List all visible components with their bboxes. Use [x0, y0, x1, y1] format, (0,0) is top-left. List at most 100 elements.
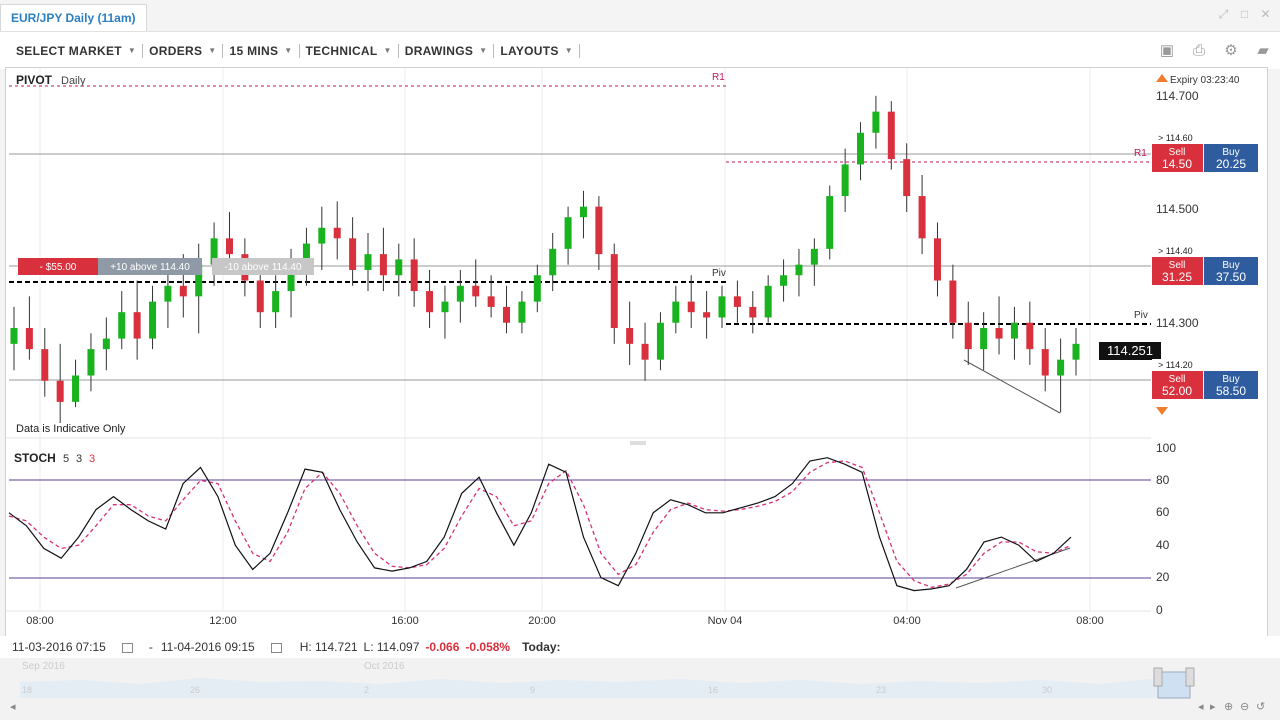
svg-text:Buy: Buy — [1222, 260, 1239, 271]
candle-down — [349, 238, 357, 270]
chart-toolbar: SELECT MARKET ▼ ORDERS ▼ 15 MINS ▼ TECHNICA… — [0, 31, 1280, 69]
menu-orders[interactable]: ORDERS ▼ — [143, 32, 222, 70]
toolbar-icons: ▣ ⎙ ⚙ ▰ — [1158, 42, 1272, 60]
time-tick: 04:00 — [893, 615, 921, 627]
range-change-pct: -0.058% — [465, 640, 511, 654]
candle-down — [426, 291, 434, 313]
chevron-down-icon: ▼ — [479, 46, 488, 55]
sell-button — [1152, 371, 1203, 399]
candle-up — [302, 243, 310, 265]
candle-down — [887, 111, 895, 160]
candle-up — [841, 164, 849, 197]
candle-down — [626, 328, 634, 344]
navigator-window — [1157, 671, 1191, 699]
gear-icon[interactable]: ⚙ — [1224, 42, 1238, 59]
window-title-tab[interactable]: EUR/JPY Daily (11am) — [0, 4, 147, 31]
menu-label: ORDERS — [149, 43, 203, 58]
candle-up — [857, 132, 865, 165]
stoch-k-line — [8, 457, 1072, 592]
date-range-bar: 11-03-2016 07:15 - 11-04-2016 09:15 H: 1… — [0, 636, 1280, 658]
candle-up — [287, 264, 295, 292]
time-tick: 08:00 — [1076, 615, 1104, 627]
comment-icon[interactable]: ▰ — [1257, 42, 1269, 59]
buy-button — [1204, 257, 1258, 285]
stoch-panel: STOCH 5 3 3 100 80 60 40 20 0 — [8, 441, 1176, 617]
svg-text:37.50: 37.50 — [1216, 270, 1246, 284]
candle-up — [118, 312, 126, 339]
candle-down — [733, 296, 741, 307]
range-to[interactable]: 11-04-2016 09:15 — [160, 640, 255, 654]
svg-text:Buy: Buy — [1222, 147, 1239, 158]
buy-button — [1204, 144, 1258, 172]
stoch-tick: 60 — [1156, 505, 1170, 519]
candle-down — [472, 285, 480, 297]
price-tick: 114.500 — [1156, 202, 1199, 216]
candle-down — [687, 301, 695, 313]
calendar-icon[interactable] — [270, 643, 282, 653]
print-icon[interactable]: ⎙ — [1192, 42, 1205, 59]
chevron-down-icon: ▼ — [127, 46, 137, 55]
price-axis: 114.700 114.500 114.300 Expiry 03:23:40 … — [1099, 74, 1240, 415]
close-icon[interactable]: ✕ — [1260, 7, 1271, 21]
menu-drawings[interactable]: DRAWINGS ▼ — [399, 32, 494, 70]
candle-up — [1010, 322, 1018, 339]
scroll-left-icon: ◂ — [1198, 701, 1204, 713]
resize-handle[interactable] — [630, 441, 646, 445]
candle-up — [872, 111, 880, 133]
candle-up — [87, 349, 95, 376]
indicator-period: Daily — [61, 75, 86, 87]
expand-icon[interactable]: ⤢ — [1218, 7, 1229, 21]
candle-up — [672, 301, 680, 323]
maximize-icon[interactable]: □ — [1240, 7, 1249, 21]
candle-up — [210, 238, 218, 265]
position-marker[interactable]: - $55.00 +10 above 114.40 -10 above 114.… — [18, 258, 314, 275]
r1-label: R1 — [712, 72, 725, 83]
menu-layouts[interactable]: LAYOUTS ▼ — [494, 32, 579, 70]
svg-text:Sell: Sell — [1169, 374, 1186, 385]
pivot-label: Piv — [712, 268, 726, 279]
window-title: EUR/JPY Daily (11am) — [11, 11, 136, 25]
stoch-param: 3 — [89, 453, 95, 465]
navigator-handle-left — [1153, 667, 1163, 687]
candle-up — [318, 227, 326, 244]
menu-label: DRAWINGS — [404, 43, 474, 58]
stoch-label: STOCH — [14, 451, 56, 465]
candle-up — [272, 291, 280, 313]
chart-navigator[interactable]: Sep 2016 Oct 2016 18 26 2 9 16 23 30 ◂ ▸… — [0, 658, 1280, 720]
chevron-down-icon: ▼ — [383, 46, 392, 55]
navigator-day: 18 — [22, 685, 32, 695]
trendline-drawing[interactable] — [963, 359, 1061, 414]
zoom-in-icon: ⊕ — [1224, 701, 1233, 713]
time-tick: 20:00 — [528, 615, 556, 627]
svg-text:Buy: Buy — [1222, 374, 1239, 385]
divider — [298, 43, 300, 58]
candle-up — [718, 296, 726, 318]
chart-panel[interactable]: R1 R1 Piv Piv PIVOT Daily Data is Indica… — [5, 67, 1268, 657]
time-axis: 08:00 12:00 16:00 20:00 Nov 04 04:00 08:… — [6, 610, 1151, 627]
menu-timeframe[interactable]: 15 MINS ▼ — [223, 32, 298, 70]
menu-technical[interactable]: TECHNICAL ▼ — [300, 32, 398, 70]
image-icon[interactable]: ▣ — [1159, 42, 1175, 59]
navigator-day: 26 — [190, 685, 200, 695]
sell-button — [1152, 144, 1203, 172]
menu-select-market[interactable]: SELECT MARKET ▼ — [10, 32, 142, 70]
price-tick: 114.700 — [1156, 89, 1199, 103]
stoch-tick: 0 — [1156, 603, 1163, 617]
calendar-icon[interactable] — [121, 643, 133, 653]
range-low: L: 114.097 — [363, 640, 420, 654]
svg-text:52.00: 52.00 — [1162, 384, 1192, 398]
expiry-timer: Expiry 03:23:40 — [1170, 75, 1240, 86]
candle-down — [933, 238, 941, 281]
window-controls: ⤢ □ ✕ — [1217, 8, 1272, 21]
candle-down — [1041, 349, 1049, 376]
sell-button — [1152, 257, 1203, 285]
binary-ladder-2[interactable]: > 114.40 Sell 31.25 Buy 37.50 — [1152, 245, 1258, 285]
chart-svg[interactable]: R1 R1 Piv Piv PIVOT Daily Data is Indica… — [6, 68, 1269, 658]
binary-ladder-1[interactable]: > 114.60 Sell 14.50 Buy 20.25 — [1152, 132, 1258, 172]
candle-down — [595, 206, 603, 255]
range-from[interactable]: 11-03-2016 07:15 — [12, 640, 106, 654]
candle-down — [1026, 322, 1034, 350]
binary-ladder-3[interactable]: > 114.20 Sell 52.00 Buy 58.50 — [1152, 359, 1258, 399]
menu-label: SELECT MARKET — [16, 43, 122, 58]
svg-text:14.50: 14.50 — [1162, 157, 1192, 171]
